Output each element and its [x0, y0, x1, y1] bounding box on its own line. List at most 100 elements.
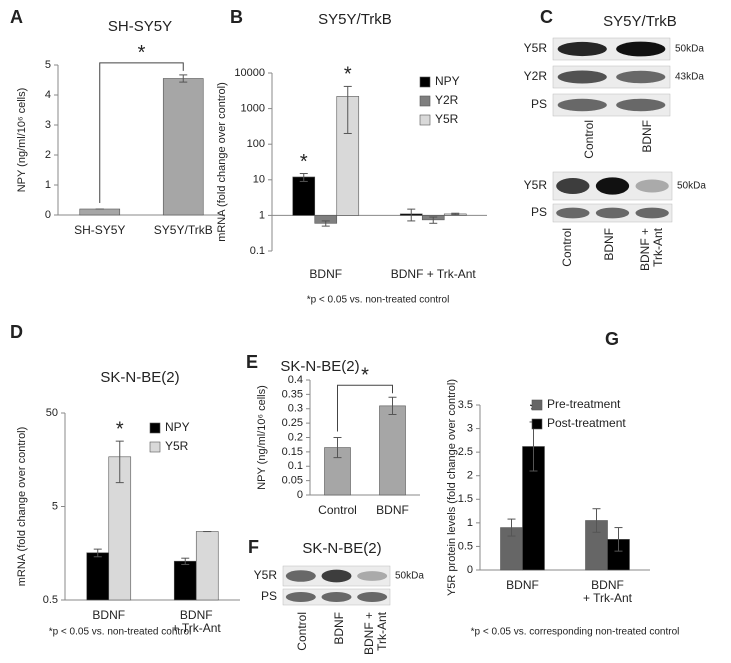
- panel-letter: A: [10, 7, 23, 27]
- y-tick-label: 1: [259, 209, 265, 221]
- blot-title: SY5Y/TrkB: [603, 13, 677, 30]
- x-tick-label: BDNF: [506, 578, 539, 592]
- bar: [79, 208, 121, 216]
- chart-title: SK-N-BE(2): [100, 369, 179, 386]
- y-tick-label: 3: [467, 422, 473, 434]
- blot-lane-label: Control: [582, 120, 596, 159]
- panel-letter: G: [605, 329, 619, 349]
- y-tick-label: 1: [467, 517, 473, 529]
- blot-lane-label-line: Trk-Ant: [375, 611, 389, 651]
- error-bar: [299, 173, 308, 182]
- legend-label: Y2R: [435, 93, 459, 107]
- blot-lane-label: Control: [560, 228, 574, 267]
- blot-band: [595, 177, 630, 195]
- y-tick-label: 0.25: [282, 417, 303, 429]
- y-tick-label: 1: [45, 179, 51, 191]
- blot-band: [321, 592, 352, 602]
- blot-row-label: Y2R: [524, 69, 548, 83]
- y-tick-label: 0.2: [288, 431, 303, 443]
- y-tick-label: 0.35: [282, 388, 303, 400]
- y-tick-label: 4: [45, 89, 51, 101]
- blot-size-label: 43kDa: [675, 72, 704, 83]
- blot-band: [357, 571, 388, 581]
- blot-size-label: 50kDa: [675, 44, 704, 55]
- footnote: *p < 0.05 vs. corresponding non-treated …: [471, 627, 680, 638]
- blot-lane-label: BDNF: [332, 612, 346, 645]
- y-tick-label: 0: [467, 564, 473, 576]
- x-tick-label: Control: [318, 503, 357, 517]
- panel-letter: B: [230, 7, 243, 27]
- legend-label: NPY: [165, 420, 190, 434]
- blot-band: [635, 179, 669, 193]
- error-bar: [592, 508, 601, 533]
- y-axis-label: NPY (ng/ml/10⁶ cells): [16, 88, 28, 193]
- y-tick-label: 0.5: [458, 540, 473, 552]
- blot-row-label: Y5R: [524, 41, 548, 55]
- blot-band: [557, 98, 607, 112]
- blot-band: [557, 70, 607, 84]
- blot-title: SK-N-BE(2): [302, 540, 381, 557]
- error-bar: [429, 216, 438, 224]
- error-bar: [333, 437, 342, 459]
- blot-lane-label-line: BDNF +: [638, 228, 652, 271]
- y-tick-label: 3.5: [458, 399, 473, 411]
- significance-star: *: [344, 64, 352, 86]
- x-tick-label: SH-SY5Y: [74, 223, 125, 237]
- x-tick-label: BDNF: [92, 608, 125, 622]
- x-tick-label: BDNF: [309, 267, 342, 281]
- blot-lane-label: BDNF +Trk-Ant: [638, 227, 665, 271]
- blot-lane-label: BDNF: [602, 228, 616, 261]
- significance-bracket: [99, 62, 184, 203]
- error-bar: [343, 85, 352, 134]
- x-tick-label-line: + Trk-Ant: [583, 591, 633, 605]
- x-tick-label-line: BDNF: [591, 578, 624, 592]
- blot-lane-label: Control: [295, 612, 309, 651]
- y-tick-label: 0.05: [282, 475, 303, 487]
- error-bar: [507, 518, 516, 537]
- blot-lane-label-line: BDNF +: [362, 612, 376, 655]
- blot-lane-label: BDNF +Trk-Ant: [362, 611, 389, 655]
- error-bar: [614, 527, 623, 552]
- x-tick-label: BDNF + Trk-Ant: [583, 578, 633, 605]
- blot-band: [557, 41, 607, 57]
- legend-swatch: [419, 76, 431, 88]
- y-tick-label: 1000: [241, 103, 265, 115]
- y-tick-label: 0.1: [288, 460, 303, 472]
- error-bar: [388, 396, 397, 415]
- y-tick-label: 0.15: [282, 446, 303, 458]
- blot-band: [616, 98, 666, 112]
- y-axis-label: mRNA (fold change over control): [216, 82, 228, 242]
- panel-letter: D: [10, 322, 23, 342]
- y-tick-label: 0.3: [288, 403, 303, 415]
- chart-title: SY5Y/TrkB: [318, 11, 392, 28]
- legend-swatch: [419, 114, 431, 126]
- panel-letter: F: [248, 537, 259, 557]
- y-axis-label: Y5R protein levels (fold change over con…: [446, 379, 458, 596]
- significance-bracket: [337, 384, 393, 432]
- bar: [195, 531, 219, 601]
- blot-band: [285, 570, 316, 582]
- error-bar: [179, 74, 188, 83]
- legend-label: Y5R: [435, 112, 459, 126]
- blot-band: [616, 41, 666, 57]
- y-axis-label: NPY (ng/ml/10⁶ cells): [256, 385, 268, 490]
- y-tick-label: 0: [45, 209, 51, 221]
- blot-row-label: PS: [261, 589, 277, 603]
- error-bar: [93, 548, 102, 558]
- blot-band: [635, 207, 669, 219]
- x-tick-label-line: BDNF: [180, 608, 213, 622]
- blot-row-label: PS: [531, 97, 547, 111]
- legend-label: NPY: [435, 74, 460, 88]
- legend-swatch: [149, 422, 161, 434]
- legend-swatch: [531, 418, 543, 430]
- significance-star: *: [300, 151, 308, 173]
- blot-row-label: PS: [531, 205, 547, 219]
- y-tick-label: 0.5: [43, 594, 58, 606]
- blot-size-label: 50kDa: [677, 181, 706, 192]
- y-tick-label: 1.5: [458, 493, 473, 505]
- error-bar: [181, 557, 190, 565]
- blot-row-label: Y5R: [524, 178, 548, 192]
- y-tick-label: 2: [45, 149, 51, 161]
- x-tick-label: SY5Y/TrkB: [154, 223, 213, 237]
